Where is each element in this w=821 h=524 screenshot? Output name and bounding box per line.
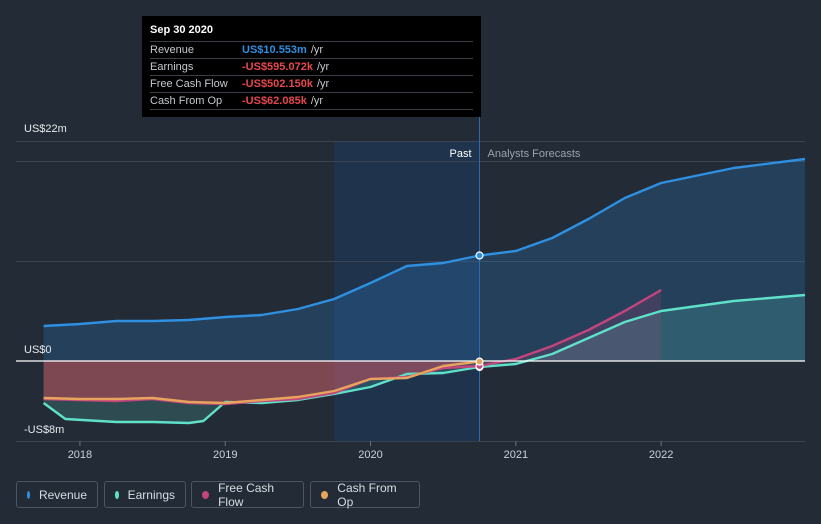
legend-dot-icon — [115, 490, 119, 499]
series-line-cash-from-op — [43, 360, 480, 405]
marker-cash-from-op — [475, 357, 484, 366]
series-area-free-cash-flow — [43, 290, 662, 404]
x-tick-label: 2019 — [213, 449, 237, 461]
tooltip-value: US$10.553m — [242, 44, 307, 56]
series-line-revenue — [43, 157, 806, 328]
series-line-earnings — [42, 293, 806, 425]
tooltip-label: Cash From Op — [150, 95, 223, 107]
highlight-band — [334, 141, 480, 441]
tooltip-row-cash-from-op: Cash From Op -US$62.085k /yr — [150, 92, 473, 110]
legend-item-free-cash-flow[interactable]: Free Cash Flow — [191, 480, 304, 509]
tooltip-unit: /yr — [310, 44, 324, 56]
y-tick-label: US$0 — [24, 344, 52, 356]
legend-label: Free Cash Flow — [218, 480, 275, 509]
tooltip-date: Sep 30 2020 — [150, 24, 213, 36]
tooltip-label: Earnings — [150, 61, 194, 73]
tooltip-row-earnings: Earnings -US$595.072k /yr — [150, 58, 473, 75]
tooltip-value: -US$502.150k — [242, 78, 313, 90]
tooltip-row-revenue: Revenue US$10.553m /yr — [150, 41, 473, 58]
tooltip: Sep 30 2020 Revenue US$10.553m /yr Earni… — [142, 16, 481, 117]
x-tick-label: 2022 — [649, 449, 673, 461]
legend-dot-icon — [202, 490, 210, 499]
legend-item-earnings[interactable]: Earnings — [104, 481, 186, 508]
y-tick-label: US$22m — [24, 123, 67, 135]
y-tick-label: -US$8m — [24, 424, 64, 436]
legend-label: Earnings — [127, 487, 175, 502]
x-tick-label: 2021 — [504, 449, 528, 461]
x-tick-label: 2020 — [358, 449, 382, 461]
past-label: Past — [450, 148, 472, 160]
legend-label: Revenue — [38, 487, 87, 502]
marker-revenue — [475, 251, 484, 260]
series-area-revenue — [43, 159, 806, 361]
tooltip-unit: /yr — [316, 78, 330, 90]
legend-dot-icon — [27, 490, 30, 499]
tooltip-value: -US$595.072k — [242, 61, 313, 73]
forecast-label: Analysts Forecasts — [488, 148, 581, 160]
legend-dot-icon — [321, 490, 329, 499]
legend-item-cash-from-op[interactable]: Cash From Op — [310, 480, 420, 509]
tooltip-row-free-cash-flow: Free Cash Flow -US$502.150k /yr — [150, 75, 473, 92]
tooltip-value: -US$62.085k — [242, 95, 307, 107]
tooltip-label: Free Cash Flow — [150, 78, 228, 90]
legend-item-revenue[interactable]: Revenue — [16, 481, 98, 508]
tooltip-unit: /yr — [310, 95, 324, 107]
tooltip-label: Revenue — [150, 44, 195, 56]
legend-label: Cash From Op — [337, 480, 397, 509]
x-tick-label: 2018 — [68, 449, 92, 461]
series-area-cash-from-op — [43, 361, 480, 403]
tooltip-unit: /yr — [316, 61, 330, 73]
